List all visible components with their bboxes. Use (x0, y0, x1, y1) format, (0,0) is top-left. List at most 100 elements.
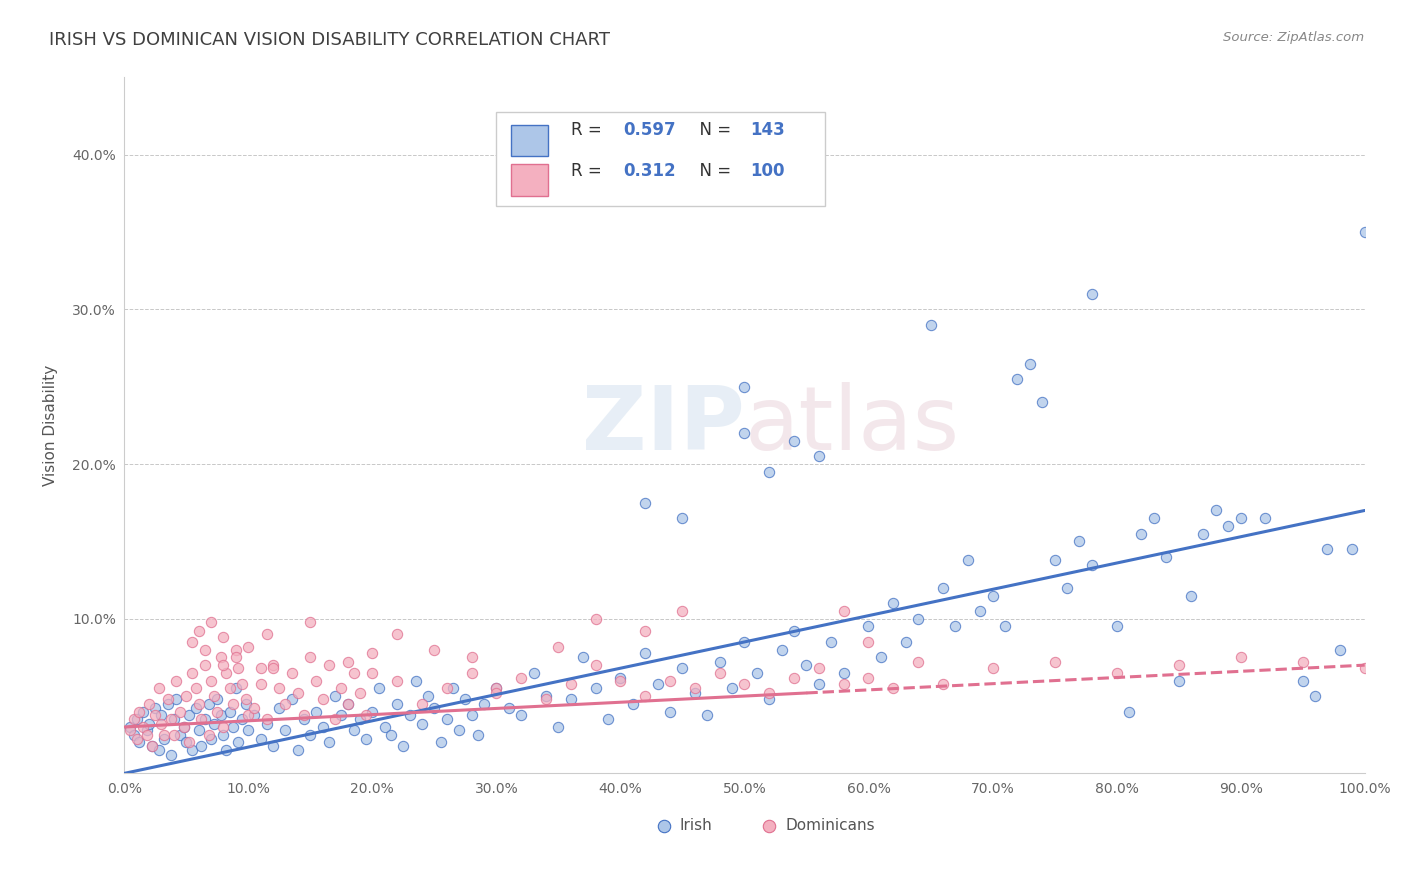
Point (671, 604, 693, 618)
Point (894, 635, 917, 649)
Point (709, 655, 731, 669)
Point (181, 743, 204, 757)
Point (659, 705, 682, 719)
Point (374, 720, 396, 734)
Point (231, 712, 253, 726)
Point (249, 661, 271, 675)
Point (156, 692, 179, 706)
Text: Irish: Irish (681, 818, 713, 833)
Point (522, 665, 544, 680)
Point (1043, 553, 1066, 567)
Point (135, 728, 157, 742)
Point (212, 720, 235, 734)
Point (143, 707, 166, 722)
Point (238, 640, 260, 654)
Point (181, 665, 204, 680)
Point (858, 635, 880, 649)
Point (398, 707, 420, 722)
Point (336, 697, 359, 711)
Point (485, 686, 508, 700)
Point (1031, 395, 1053, 409)
Point (262, 661, 284, 675)
Point (212, 728, 235, 742)
Point (120, 723, 142, 737)
Point (225, 681, 247, 696)
Point (231, 676, 253, 690)
Point (733, 426, 755, 441)
Point (354, 732, 377, 747)
Point (547, 720, 569, 734)
Point (274, 723, 297, 737)
Point (218, 681, 240, 696)
Point (209, 650, 232, 665)
Point (969, 604, 991, 618)
Point (361, 705, 384, 719)
Point (228, 661, 250, 675)
Text: 0.312: 0.312 (623, 162, 675, 180)
Point (132, 720, 155, 734)
Point (1229, 511, 1251, 525)
Point (449, 723, 471, 737)
Point (994, 619, 1017, 633)
Point (1081, 558, 1104, 572)
Point (287, 743, 309, 757)
Point (215, 665, 238, 680)
Point (733, 380, 755, 394)
Point (870, 650, 893, 665)
Point (197, 697, 219, 711)
Point (200, 615, 222, 629)
Point (671, 511, 693, 525)
Point (907, 655, 929, 669)
Point (1105, 619, 1128, 633)
Point (758, 465, 780, 479)
Point (436, 712, 458, 726)
Point (411, 717, 433, 731)
Point (634, 646, 657, 660)
Point (125, 712, 148, 726)
Point (128, 705, 150, 719)
Point (292, 712, 315, 726)
Point (783, 624, 806, 639)
Text: Dominicans: Dominicans (786, 818, 875, 833)
Point (392, 739, 415, 753)
Point (429, 735, 451, 749)
Point (299, 615, 322, 629)
Point (122, 712, 145, 726)
Point (361, 665, 384, 680)
Y-axis label: Vision Disability: Vision Disability (44, 365, 58, 486)
Point (173, 720, 195, 734)
Point (485, 681, 508, 696)
Point (460, 707, 482, 722)
Point (194, 712, 217, 726)
Point (758, 882, 780, 892)
Point (202, 717, 225, 731)
Point (560, 676, 582, 690)
Point (585, 612, 607, 626)
Point (832, 604, 855, 618)
Point (209, 707, 232, 722)
Point (318, 658, 340, 673)
Point (1292, 673, 1315, 688)
Point (510, 671, 533, 685)
Point (1130, 526, 1153, 541)
Point (1018, 357, 1040, 371)
Point (981, 661, 1004, 675)
Point (212, 630, 235, 644)
Point (336, 697, 359, 711)
Point (323, 712, 346, 726)
Point (194, 658, 217, 673)
Point (659, 673, 682, 688)
Point (441, 681, 464, 696)
Point (343, 723, 366, 737)
Point (361, 646, 384, 660)
Point (634, 624, 657, 639)
Point (349, 686, 371, 700)
Point (274, 697, 297, 711)
Point (807, 661, 830, 675)
Point (354, 707, 377, 722)
Point (269, 701, 291, 715)
Point (634, 689, 657, 703)
Point (647, 676, 669, 690)
Point (148, 681, 170, 696)
Text: 0.597: 0.597 (623, 120, 675, 138)
